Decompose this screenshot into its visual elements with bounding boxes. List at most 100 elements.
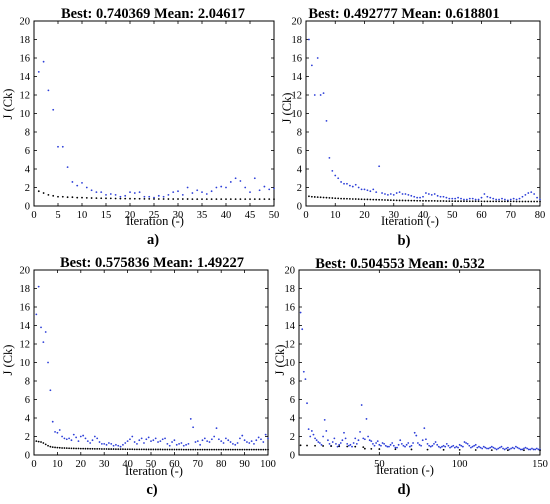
panel-b-mean-point — [316, 57, 319, 59]
panel-d-ytick-label: 0 — [290, 451, 295, 462]
panel-d-best-point — [378, 448, 381, 450]
panel-d-mean-point — [380, 444, 382, 447]
panel-c-best-point — [65, 447, 68, 450]
panel-c-best-point — [86, 447, 89, 450]
panel-b-best-point — [416, 199, 419, 202]
panel-c-mean-point — [145, 438, 148, 441]
panel-c-best-point — [110, 448, 113, 450]
panel-a-mean-point — [114, 194, 117, 196]
panel-d-mean-point — [410, 444, 413, 447]
panel-c-mean-point — [79, 435, 82, 438]
panel-d-mean-point — [301, 328, 304, 331]
panel-b-best-point — [419, 199, 421, 202]
panel-d-mean-point — [362, 437, 365, 440]
panel-b-mean-point — [407, 194, 410, 196]
panel-c-best-point — [217, 448, 220, 451]
panel-c-best-point — [93, 447, 96, 450]
panel-c-mean-point — [161, 438, 164, 441]
panel-c-best-point — [98, 447, 101, 450]
panel-a-best-point — [177, 198, 179, 200]
panel-d-mean-point — [327, 439, 329, 442]
panel-c-best-point — [154, 448, 157, 451]
panel-c-mean-point — [248, 442, 251, 444]
panel-c-mean-point — [194, 441, 197, 443]
panel-b-mean-point — [308, 38, 310, 41]
panel-b-best-point — [524, 200, 527, 203]
panel-b-mean-point — [460, 197, 462, 200]
panel-b-best-point — [442, 200, 445, 202]
panel-c-best-point — [42, 442, 45, 444]
panel-b-mean-point — [425, 192, 427, 194]
panel-d-mean-point — [425, 438, 427, 441]
panel-a-best-point — [234, 198, 237, 201]
panel-d-mean-point — [323, 418, 326, 421]
panel-b-ytick-label: 20 — [292, 17, 303, 28]
panel-a-best-point — [225, 198, 227, 201]
panel-a-mean-point — [47, 89, 50, 92]
panel-c-mean-point — [168, 444, 171, 447]
panel-d-ytick-label: 10 — [285, 358, 296, 369]
panel-c-mean-point — [136, 443, 138, 445]
panel-b-best-point — [422, 199, 424, 202]
panel-b-mean-point — [439, 195, 442, 198]
panel-b-best-point — [486, 200, 489, 203]
panel-d-mean-point — [498, 446, 501, 449]
panel-a-best-point — [143, 197, 146, 200]
panel-c-best-point — [105, 448, 108, 450]
panel-c-mean-point — [187, 443, 190, 445]
panel-a-mean-point — [225, 186, 227, 189]
panel-d-mean-point — [320, 443, 323, 446]
panel-b-best-point — [448, 200, 451, 203]
panel-b-xtick-label: 80 — [535, 210, 546, 221]
panel-b-mean-point — [445, 196, 448, 199]
panel-d-best-point — [370, 447, 373, 450]
panel-b-best-point — [492, 200, 495, 203]
panel-c-xtick-label: 100 — [260, 459, 276, 470]
panel-a-mean-point — [191, 192, 194, 194]
panel-c-ytick-label: 12 — [20, 340, 31, 351]
panel-a-best-point — [105, 197, 107, 200]
panel-a-mean-point — [109, 193, 112, 195]
panel-c-mean-point — [103, 443, 106, 445]
panel-a-mean-point — [229, 181, 232, 183]
panel-a-xtick-label: 35 — [197, 210, 208, 221]
panel-d-mean-point — [314, 437, 316, 440]
panel-c-best-point — [262, 448, 265, 451]
panel-a-ytick-label: 16 — [20, 54, 31, 65]
panel-d-mean-point — [450, 445, 453, 448]
panel-c-best-point — [58, 446, 61, 449]
panel-a-mean-point — [143, 195, 146, 198]
panel-a-mean-point — [85, 186, 88, 189]
panel-c-mean-point — [185, 443, 188, 446]
panel-b-mean-point — [372, 188, 375, 191]
panel-a-mean-point — [153, 196, 155, 199]
panel-c-mean-point — [86, 440, 89, 443]
panel-d-mean-point — [535, 447, 538, 450]
panel-d-mean-point — [433, 443, 435, 445]
panel-a-best-point — [172, 198, 175, 200]
panel-d-mean-point — [339, 442, 342, 444]
panel-c-best-point — [185, 448, 188, 451]
panel-c-best-point — [129, 448, 131, 451]
panel-d-mean-point — [373, 444, 376, 447]
panel-c-mean-point — [143, 442, 145, 444]
panel-b-mean-point — [328, 157, 331, 159]
panel-d-ytick-label: 4 — [290, 414, 296, 425]
panel-b-best-point — [357, 198, 360, 201]
panel-b-ylabel: J (Ck) — [280, 93, 294, 124]
panel-d-mean-point — [322, 435, 324, 438]
panel-d-mean-point — [478, 445, 480, 448]
panel-d-mean-point — [453, 446, 456, 449]
panel-a-best-point — [186, 198, 189, 200]
panel-d-mean-point — [384, 444, 387, 447]
panel-c-best-point — [234, 448, 237, 451]
panel-c-mean-point — [107, 442, 110, 444]
panel-c-best-point — [115, 448, 117, 451]
panel-c-mean-point — [75, 436, 78, 439]
panel-c-best-point — [189, 448, 192, 451]
panel-b-xtick-label: 0 — [303, 210, 308, 221]
panel-b-best-point — [427, 200, 430, 202]
panel-b-best-point — [445, 200, 448, 203]
panel-a-xtick-label: 45 — [245, 210, 256, 221]
panel-c-best-point — [267, 448, 269, 451]
